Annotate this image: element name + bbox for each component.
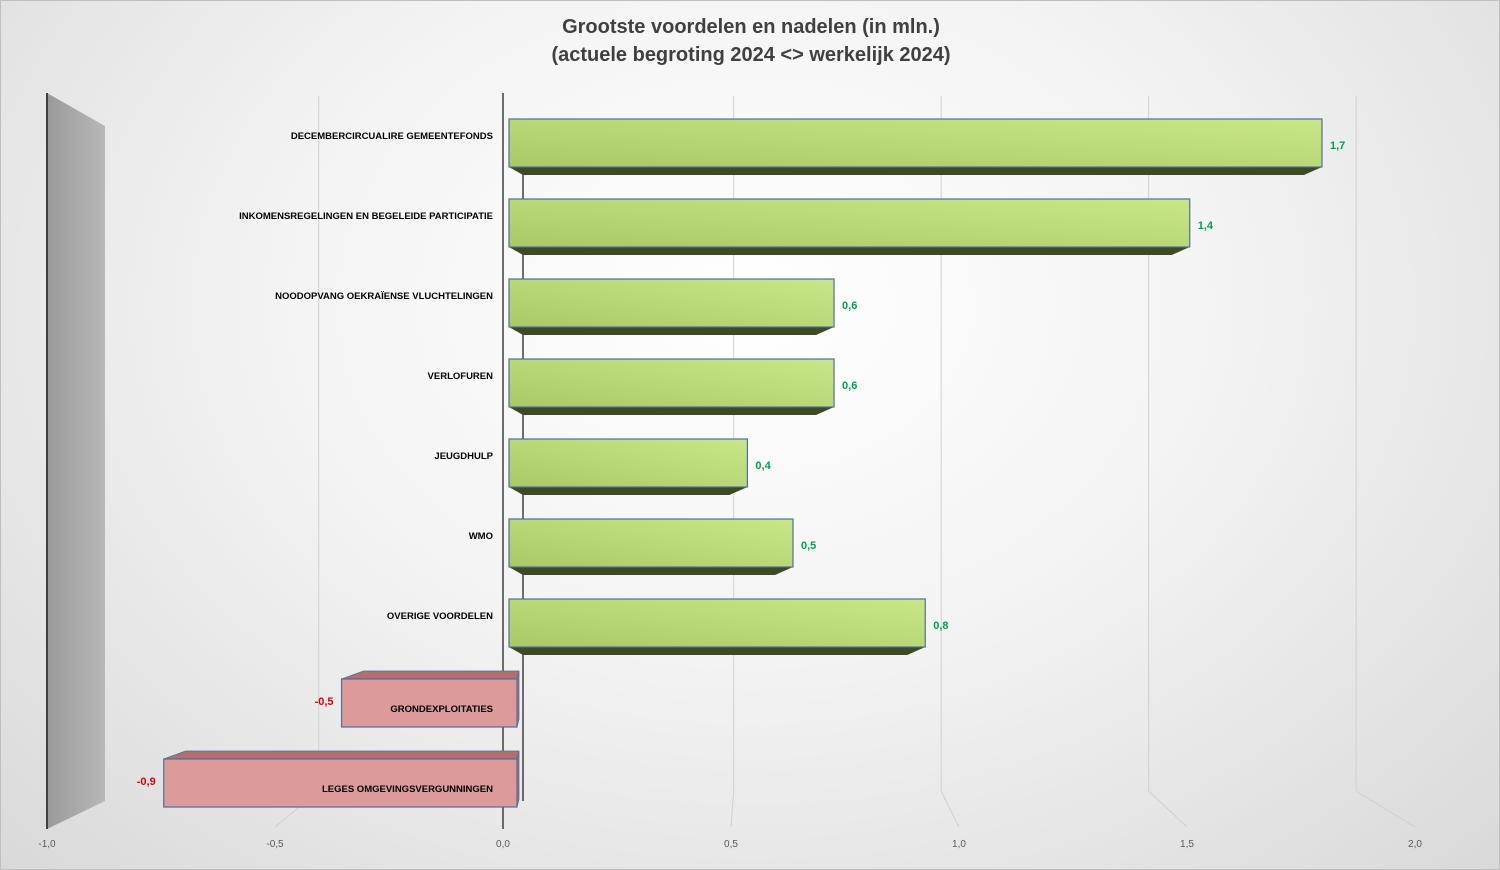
x-tick-label: 2,0 (1408, 839, 1422, 850)
category-label: NOODOPVANG OEKRAÏENSE VLUCHTELINGEN (275, 291, 493, 302)
bar-group: 1,4 INKOMENSREGELINGEN EN BEGELEIDE PARTI… (239, 198, 1214, 255)
value-label: 1,7 (1330, 140, 1345, 152)
value-label: 0,6 (842, 380, 857, 392)
chart-title-block: Grootste voordelen en nadelen (in mln.) … (1, 13, 1500, 69)
category-label: WMO (469, 531, 493, 542)
bar-shadow (509, 647, 926, 655)
bar (508, 438, 748, 488)
x-tick-label: 1,0 (952, 839, 966, 850)
value-label: 0,4 (755, 460, 771, 472)
bar (508, 278, 835, 328)
bar-shadow (509, 327, 835, 335)
bar-shadow (509, 167, 1322, 175)
category-label: JEUGDHULP (434, 451, 493, 462)
bar-group: -0,9 LEGES OMGEVINGSVERGUNNINGEN (137, 750, 520, 808)
chart-title: Grootste voordelen en nadelen (in mln.) (562, 16, 940, 38)
bar (163, 758, 518, 808)
bar (508, 358, 835, 408)
bar-group: 0,8 OVERIGE VOORDELEN (387, 598, 949, 655)
category-label: GRONDEXPLOITATIES (390, 704, 493, 715)
bar-shadow (509, 487, 748, 495)
value-label: 0,6 (842, 300, 857, 312)
x-tick-label: 0,5 (724, 839, 738, 850)
bar-group: 0,6 VERLOFUREN (428, 358, 857, 415)
value-label: -0,5 (315, 696, 334, 708)
bar-shadow (509, 247, 1190, 255)
bar-group: 0,6 NOODOPVANG OEKRAÏENSE VLUCHTELINGEN (275, 278, 857, 335)
gridline-floor (940, 790, 960, 828)
bar (508, 598, 926, 648)
bar (340, 678, 518, 728)
value-label: 0,8 (933, 620, 948, 632)
bar-group: -0,5 GRONDEXPLOITATIES (315, 670, 520, 728)
bar-top (341, 670, 520, 680)
bar-group: 0,4 JEUGDHULP (434, 438, 772, 495)
gridline-floor (1355, 790, 1416, 828)
x-tick-label: 0,0 (496, 839, 510, 850)
x-tick-label: 1,5 (1180, 839, 1194, 850)
x-tick-label: -1,0 (38, 839, 56, 850)
category-label: OVERIGE VOORDELEN (387, 611, 493, 622)
category-label: VERLOFUREN (428, 371, 494, 382)
bar (508, 518, 794, 568)
category-label: DECEMBERCIRCUALIRE GEMEENTEFONDS (291, 131, 493, 142)
category-label: LEGES OMGEVINGSVERGUNNINGEN (322, 784, 493, 795)
x-tick-label: -0,5 (266, 839, 284, 850)
bar-shadow (509, 567, 793, 575)
value-label: 0,5 (801, 540, 816, 552)
bar-group: 0,5 WMO (469, 518, 816, 575)
category-label: INKOMENSREGELINGEN EN BEGELEIDE PARTICIP… (239, 211, 493, 222)
bar-shadow (509, 407, 835, 415)
bar-top (163, 750, 520, 760)
chart-subtitle: (actuele begroting 2024 <> werkelijk 202… (551, 44, 951, 66)
value-label: 1,4 (1198, 220, 1214, 232)
bar (508, 198, 1191, 248)
bar (508, 118, 1323, 168)
gridline-floor (730, 790, 735, 828)
bar-group: 1,7 DECEMBERCIRCUALIRE GEMEENTEFONDS (291, 118, 1345, 175)
value-label: -0,9 (137, 776, 156, 788)
side-wall (47, 93, 105, 829)
gridline-floor (1148, 790, 1188, 828)
